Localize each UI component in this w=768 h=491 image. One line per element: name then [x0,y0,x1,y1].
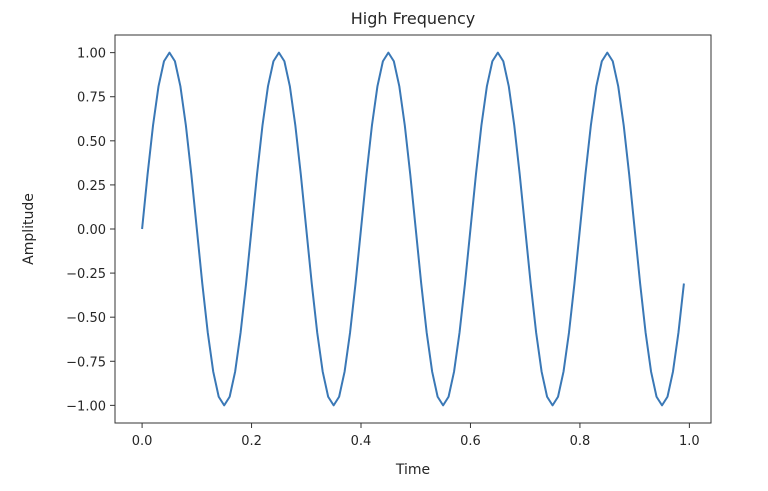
y-tick-label: −1.00 [66,399,106,414]
x-axis-label: Time [395,462,430,478]
chart-title: High Frequency [351,9,476,28]
y-tick-label: 1.00 [77,47,106,62]
x-tick-label: 1.0 [679,434,700,449]
x-tick-label: 0.6 [460,434,481,449]
y-axis: −1.00 −0.75 −0.50 −0.25 0.00 0.25 0.50 0.75 1.00 [66,47,115,414]
x-tick-label: 0.2 [241,434,262,449]
x-tick-label: 0.8 [570,434,591,449]
y-tick-label: −0.25 [66,267,106,282]
y-tick-label: −0.50 [66,311,106,326]
x-tick-label: 0.4 [351,434,372,449]
y-axis-label: Amplitude [21,193,37,265]
axes-frame [114,34,712,424]
y-tick-label: 0.25 [77,179,106,194]
series-line [141,51,685,407]
x-axis: 0.0 0.2 0.4 0.6 0.8 1.0 [132,423,700,449]
y-tick-label: 0.50 [77,135,106,150]
plot-area [141,51,685,407]
y-tick-label: 0.00 [77,223,106,238]
x-tick-label: 0.0 [132,434,153,449]
y-tick-label: −0.75 [66,355,106,370]
y-tick-label: 0.75 [77,91,106,106]
